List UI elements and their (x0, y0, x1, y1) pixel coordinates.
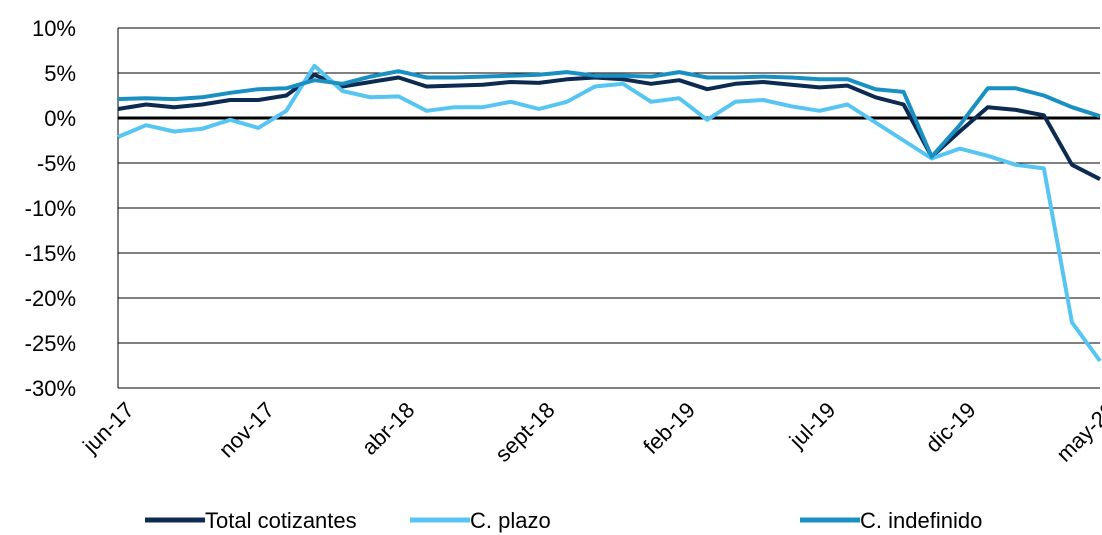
series-line (117, 63, 1102, 363)
x-tick-label: jul-19 (784, 397, 840, 453)
y-tick-label: 5% (44, 61, 76, 86)
series-line (117, 69, 1101, 159)
y-tick-label: 10% (32, 16, 76, 41)
x-tick-label: jun-17 (77, 397, 139, 459)
x-tick-label: nov-17 (214, 397, 279, 462)
x-tick-label: feb-19 (638, 397, 700, 459)
y-tick-label: -10% (25, 196, 76, 221)
x-tick-label: dic-19 (921, 397, 981, 457)
x-tick-label: abr-18 (357, 397, 420, 460)
y-tick-label: -30% (25, 376, 76, 401)
x-tick-label: may-20 (1051, 397, 1102, 467)
legend-label: C. plazo (470, 508, 551, 533)
y-tick-label: 0% (44, 106, 76, 131)
y-tick-label: -5% (37, 151, 76, 176)
legend-label: Total cotizantes (205, 508, 357, 533)
legend-label: C. indefinido (860, 508, 982, 533)
y-tick-label: -25% (25, 331, 76, 356)
y-tick-label: -20% (25, 286, 76, 311)
x-tick-label: sept-18 (490, 397, 560, 467)
y-tick-label: -15% (25, 241, 76, 266)
